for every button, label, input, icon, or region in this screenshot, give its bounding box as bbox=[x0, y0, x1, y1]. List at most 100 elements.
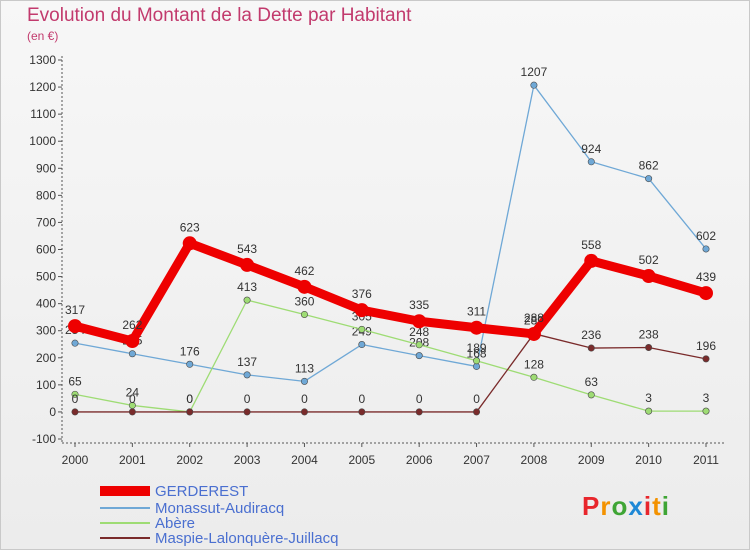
data-point bbox=[587, 344, 595, 352]
data-point bbox=[415, 341, 423, 349]
logo-letter: i bbox=[661, 491, 670, 521]
x-tick-label: 2011 bbox=[693, 453, 719, 467]
logo-letter: x bbox=[628, 491, 644, 521]
data-point bbox=[702, 407, 710, 415]
data-label: 0 bbox=[72, 392, 79, 406]
y-tick-label: 800 bbox=[36, 188, 56, 202]
data-point bbox=[530, 81, 538, 89]
y-tick-label: 100 bbox=[36, 378, 56, 392]
y-tick-label: 200 bbox=[36, 351, 56, 365]
x-tick-label: 2000 bbox=[62, 453, 89, 467]
data-label: 113 bbox=[295, 361, 314, 375]
y-tick-label: 700 bbox=[36, 215, 56, 229]
data-point bbox=[71, 339, 79, 347]
data-label: 65 bbox=[68, 374, 82, 388]
logo-letter: i bbox=[643, 491, 653, 521]
data-point bbox=[68, 319, 82, 334]
data-label: 248 bbox=[409, 325, 429, 339]
data-label: 0 bbox=[186, 392, 193, 406]
data-label: 3 bbox=[645, 391, 652, 405]
data-point bbox=[473, 408, 481, 416]
data-point bbox=[415, 352, 423, 360]
legend-label-3: Abère bbox=[155, 515, 195, 532]
data-label: 862 bbox=[639, 159, 659, 173]
data-label: 176 bbox=[180, 344, 200, 358]
series-line-3 bbox=[74, 299, 707, 413]
data-label: 3 bbox=[703, 391, 710, 405]
data-point bbox=[300, 310, 308, 318]
data-label: 0 bbox=[473, 392, 480, 406]
data-point bbox=[243, 408, 251, 416]
y-tick-label: 1300 bbox=[29, 53, 56, 67]
data-label: 558 bbox=[581, 238, 601, 252]
data-label: 63 bbox=[585, 375, 599, 389]
y-tick-label: 1200 bbox=[29, 80, 56, 94]
data-label: 924 bbox=[581, 142, 601, 156]
logo-letter: o bbox=[611, 491, 629, 521]
data-point bbox=[645, 407, 653, 415]
data-label: 238 bbox=[639, 327, 659, 341]
logo-letter: P bbox=[582, 491, 601, 521]
y-tick-label: 1100 bbox=[30, 107, 56, 121]
data-point bbox=[186, 360, 194, 368]
data-label: 360 bbox=[294, 294, 314, 308]
data-label: 543 bbox=[237, 242, 257, 256]
x-tick-label: 2009 bbox=[578, 453, 605, 467]
data-label: 168 bbox=[467, 346, 487, 360]
data-point bbox=[297, 279, 312, 294]
x-tick-label: 2008 bbox=[521, 453, 548, 467]
x-tick-label: 2001 bbox=[119, 453, 146, 467]
data-point bbox=[645, 175, 653, 183]
x-tick-label: 2007 bbox=[463, 453, 490, 467]
data-point bbox=[473, 357, 481, 365]
data-label: 196 bbox=[696, 339, 716, 353]
data-point bbox=[128, 350, 136, 358]
data-label: 623 bbox=[180, 220, 200, 234]
data-point bbox=[243, 296, 251, 304]
data-point bbox=[240, 257, 255, 272]
data-point bbox=[243, 371, 251, 379]
proxiti-logo: Proxiti bbox=[582, 491, 670, 522]
data-point bbox=[645, 343, 653, 351]
data-label: 137 bbox=[237, 355, 257, 369]
data-label: 462 bbox=[294, 264, 314, 278]
data-label: 128 bbox=[524, 357, 544, 371]
data-label: 0 bbox=[186, 392, 193, 406]
x-tick-label: 2003 bbox=[234, 453, 261, 467]
data-point bbox=[469, 320, 484, 335]
data-label: 189 bbox=[467, 341, 487, 355]
data-label: 236 bbox=[581, 328, 601, 342]
chart-unit: (en €) bbox=[27, 29, 59, 43]
data-point bbox=[584, 253, 599, 268]
data-label: 439 bbox=[696, 270, 716, 284]
data-point bbox=[587, 158, 595, 166]
data-label: 0 bbox=[244, 392, 251, 406]
data-point bbox=[587, 391, 595, 399]
data-label: 311 bbox=[467, 305, 486, 319]
data-label: 317 bbox=[65, 303, 85, 317]
data-label: 602 bbox=[696, 229, 716, 243]
data-label: 1207 bbox=[521, 65, 548, 79]
data-point bbox=[412, 314, 427, 329]
data-point bbox=[358, 408, 366, 416]
data-label: 502 bbox=[639, 253, 659, 267]
x-tick-label: 2004 bbox=[291, 453, 318, 467]
series-line-2 bbox=[74, 84, 707, 382]
data-point bbox=[358, 341, 366, 349]
data-point bbox=[186, 408, 194, 416]
y-tick-label: 300 bbox=[36, 324, 56, 338]
y-tick-label: 1000 bbox=[29, 134, 56, 148]
data-point bbox=[415, 408, 423, 416]
data-label: 413 bbox=[237, 280, 257, 294]
x-tick-label: 2002 bbox=[176, 453, 203, 467]
legend-label-1: GERDEREST bbox=[155, 483, 248, 500]
data-point bbox=[354, 303, 369, 318]
x-tick-label: 2010 bbox=[635, 453, 662, 467]
data-point bbox=[641, 269, 656, 284]
data-point bbox=[125, 334, 140, 349]
y-tick-label: 900 bbox=[36, 161, 56, 175]
data-point bbox=[699, 286, 713, 301]
data-point bbox=[182, 236, 197, 251]
